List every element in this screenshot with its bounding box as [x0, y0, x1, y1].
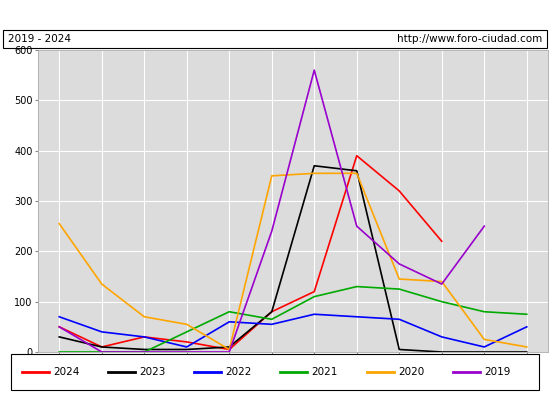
Text: 2021: 2021	[312, 367, 338, 377]
Text: 2024: 2024	[53, 367, 79, 377]
Text: 2019 - 2024: 2019 - 2024	[8, 34, 72, 44]
FancyBboxPatch shape	[3, 30, 547, 48]
Text: 2022: 2022	[226, 367, 252, 377]
Text: 2023: 2023	[139, 367, 166, 377]
Text: Evolucion Nº Turistas Nacionales en el municipio de Oncala: Evolucion Nº Turistas Nacionales en el m…	[78, 8, 472, 20]
Text: http://www.foro-ciudad.com: http://www.foro-ciudad.com	[397, 34, 542, 44]
Text: 2020: 2020	[398, 367, 424, 377]
Text: 2019: 2019	[484, 367, 510, 377]
FancyBboxPatch shape	[11, 354, 539, 390]
